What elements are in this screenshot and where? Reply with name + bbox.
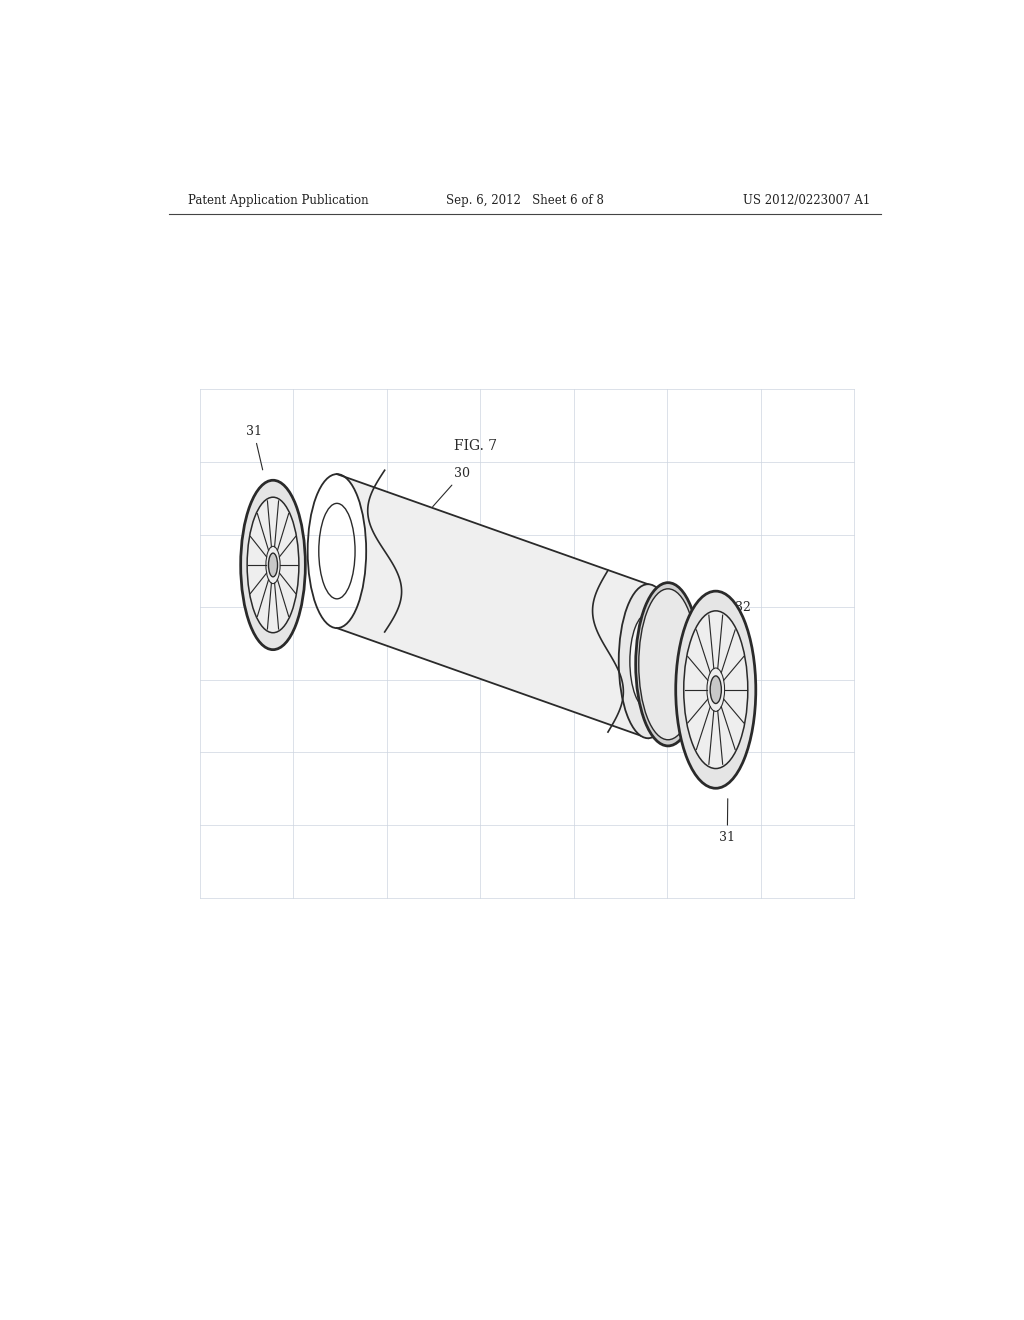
Text: 31: 31 <box>719 799 735 843</box>
Ellipse shape <box>684 611 748 768</box>
Ellipse shape <box>618 585 677 738</box>
Text: Patent Application Publication: Patent Application Publication <box>188 194 369 207</box>
Polygon shape <box>337 474 677 738</box>
Ellipse shape <box>268 553 278 577</box>
Ellipse shape <box>639 589 697 739</box>
Text: 30: 30 <box>433 467 470 507</box>
Ellipse shape <box>676 591 756 788</box>
Ellipse shape <box>241 480 305 649</box>
Text: 31: 31 <box>246 425 263 470</box>
Ellipse shape <box>630 614 667 709</box>
Text: Sep. 6, 2012   Sheet 6 of 8: Sep. 6, 2012 Sheet 6 of 8 <box>445 194 604 207</box>
Ellipse shape <box>636 582 700 746</box>
Ellipse shape <box>247 498 299 632</box>
Text: US 2012/0223007 A1: US 2012/0223007 A1 <box>742 194 869 207</box>
Ellipse shape <box>711 676 721 704</box>
Text: 32: 32 <box>707 601 751 639</box>
Text: FIG. 7: FIG. 7 <box>454 440 497 454</box>
